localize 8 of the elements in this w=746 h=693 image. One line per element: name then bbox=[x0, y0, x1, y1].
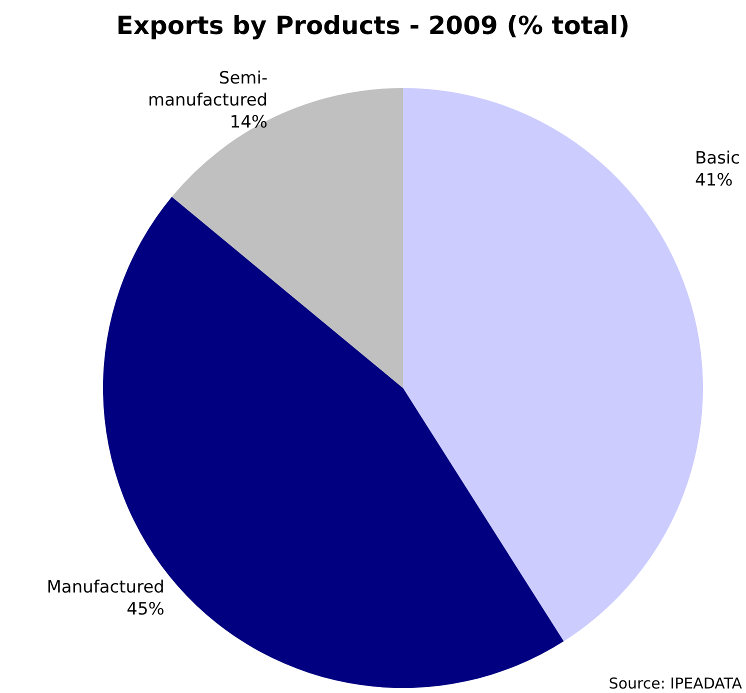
slice-label: Manufactured bbox=[46, 577, 164, 598]
data-label: 14% bbox=[230, 112, 268, 132]
chart-title: Exports by Products - 2009 (% total) bbox=[116, 11, 630, 40]
source-note: Source: IPEADATA bbox=[608, 674, 743, 692]
slice-label: Basic bbox=[694, 148, 740, 168]
slice-label: Semi-manufactured bbox=[148, 68, 268, 110]
data-label: 45% bbox=[126, 599, 164, 620]
data-label: 41% bbox=[694, 170, 733, 190]
